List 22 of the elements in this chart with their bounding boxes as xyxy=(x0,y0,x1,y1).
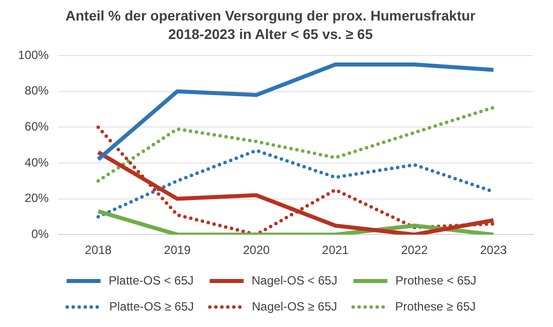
x-tick-label: 2019 xyxy=(164,243,191,258)
x-tick-label: 2020 xyxy=(242,243,270,258)
legend-label: Prothese < 65J xyxy=(395,273,476,288)
x-tick-label: 2023 xyxy=(480,243,508,258)
line-series xyxy=(96,106,496,183)
y-tick-label: 60% xyxy=(24,120,50,134)
x-tick-label: 2022 xyxy=(401,243,428,258)
legend-label: Prothese ≥ 65J xyxy=(395,299,476,314)
legend-label: Platte-OS < 65J xyxy=(108,273,194,288)
chart-title: Anteil % der operativen Versorgung der prox. Humerusfraktur xyxy=(66,7,476,24)
chart-subtitle: 2018-2023 in Alter < 65 vs. ≥ 65 xyxy=(168,26,373,42)
legend-label: Nagel-OS < 65J xyxy=(252,273,338,288)
line-series xyxy=(96,125,496,235)
legend-label: Nagel-OS ≥ 65J xyxy=(252,299,338,314)
y-tick-label: 40% xyxy=(24,155,50,170)
y-tick-label: 0% xyxy=(31,226,50,241)
legend-label: Platte-OS ≥ 65J xyxy=(109,299,194,314)
y-tick-label: 20% xyxy=(24,191,50,206)
x-tick-label: 2021 xyxy=(322,243,350,258)
x-tick-label: 2018 xyxy=(84,243,112,258)
y-tick-label: 80% xyxy=(24,84,50,98)
y-tick-label: 100% xyxy=(18,48,50,62)
